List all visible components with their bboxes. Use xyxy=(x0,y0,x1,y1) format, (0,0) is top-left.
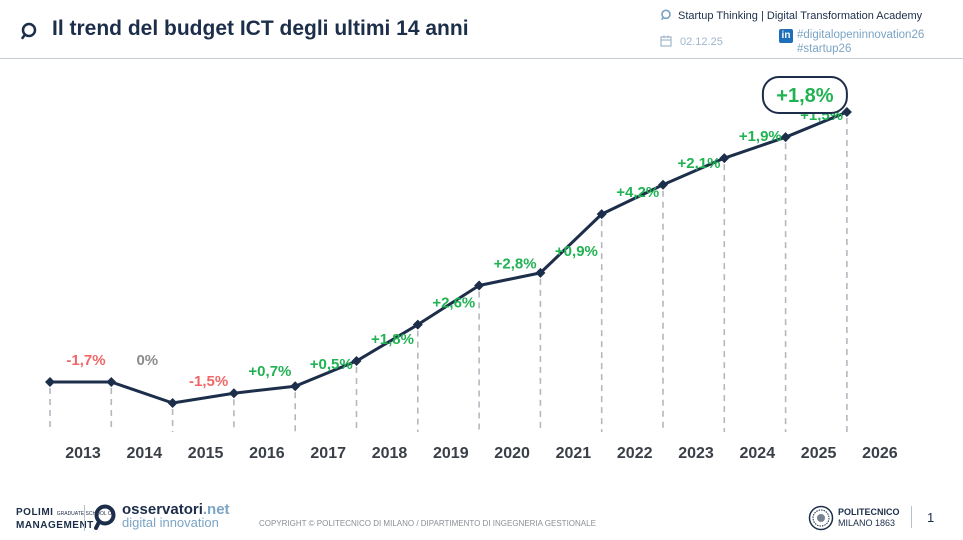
academy-text: Startup Thinking | Digital Transformatio… xyxy=(678,10,923,22)
data-point xyxy=(474,280,485,291)
data-point xyxy=(45,377,55,388)
hashtags: in #digitalopeninnovation26 #startup26 xyxy=(779,29,924,56)
academy-label: Startup Thinking | Digital Transformatio… xyxy=(660,9,922,22)
data-point xyxy=(412,319,423,330)
politecnico-seal-icon xyxy=(808,505,834,531)
x-tick-label: 2019 xyxy=(433,445,469,462)
budget-trend-chart: -1,7% 0% -1,5% +0,7% +0,5% +1,8% +2,6% +2,8% +0,… xyxy=(45,76,898,462)
x-tick-label: 2023 xyxy=(678,445,714,462)
date-text: 02.12.25 xyxy=(680,36,723,48)
copyright-text: COPYRIGHT © POLITECNICO DI MILANO / DIPA… xyxy=(259,519,596,528)
data-label: +1,8% xyxy=(371,331,414,348)
data-label: -1,5% xyxy=(189,373,228,390)
hashtag-2[interactable]: #startup26 xyxy=(797,43,852,55)
data-label: +2,8% xyxy=(494,255,537,272)
data-label: -1,7% xyxy=(66,352,105,369)
x-tick-label: 2020 xyxy=(494,445,530,462)
data-label: +1,9% xyxy=(739,128,782,145)
data-point xyxy=(596,209,607,220)
x-tick-label: 2016 xyxy=(249,445,285,462)
data-label: +0,9% xyxy=(555,243,598,260)
series-line xyxy=(50,110,848,405)
data-point xyxy=(719,153,730,164)
data-point xyxy=(535,267,546,278)
x-tick-label: 2014 xyxy=(127,445,163,462)
x-tick-label: 2017 xyxy=(310,445,346,462)
data-point xyxy=(780,132,791,143)
data-label: +0,7% xyxy=(248,363,291,380)
linkedin-icon: in xyxy=(779,29,793,43)
x-tick-label: 2013 xyxy=(65,445,101,462)
data-point xyxy=(351,356,362,367)
x-tick-label: 2025 xyxy=(801,445,837,462)
data-point xyxy=(658,179,668,190)
date-label: 02.12.25 xyxy=(660,35,723,48)
header-divider xyxy=(0,58,963,59)
search-bubble-icon xyxy=(660,9,671,21)
x-tick-label: 2022 xyxy=(617,445,653,462)
x-tick-label: 2018 xyxy=(372,445,408,462)
footer-divider xyxy=(84,505,85,531)
hashtag-1[interactable]: #digitalopeninnovation26 xyxy=(797,29,925,41)
data-label: +2,1% xyxy=(678,155,721,172)
data-label: +0,5% xyxy=(310,356,353,373)
data-label: +1,8% xyxy=(776,85,833,107)
page-number: 1 xyxy=(927,510,935,525)
x-tick-label: 2021 xyxy=(556,445,592,462)
data-point xyxy=(228,388,239,399)
calendar-icon xyxy=(660,35,672,47)
x-tick-label: 2015 xyxy=(188,445,224,462)
data-point xyxy=(290,381,301,392)
data-label: +4,2% xyxy=(616,184,659,201)
x-tick-label: 2026 xyxy=(862,445,898,462)
page-title: Il trend del budget ICT degli ultimi 14 … xyxy=(52,17,469,40)
polimi-logo: POLIMI GRADUATE SCHOOL OF MANAGEMENT xyxy=(16,507,115,531)
highlight-box xyxy=(761,76,848,114)
footer-divider-2 xyxy=(911,506,912,528)
data-point xyxy=(106,377,117,388)
search-bubble-icon xyxy=(21,22,37,40)
data-label: +2,6% xyxy=(432,295,475,312)
data-label: 0% xyxy=(136,352,158,369)
osservatori-logo-icon xyxy=(94,504,116,530)
x-tick-label: 2024 xyxy=(740,445,776,462)
data-point xyxy=(841,107,852,117)
data-point xyxy=(167,398,178,408)
politecnico-logo-text: POLITECNICO MILANO 1863 xyxy=(838,507,900,528)
osservatori-logo-text: osservatori.net digital innovation xyxy=(122,501,230,530)
